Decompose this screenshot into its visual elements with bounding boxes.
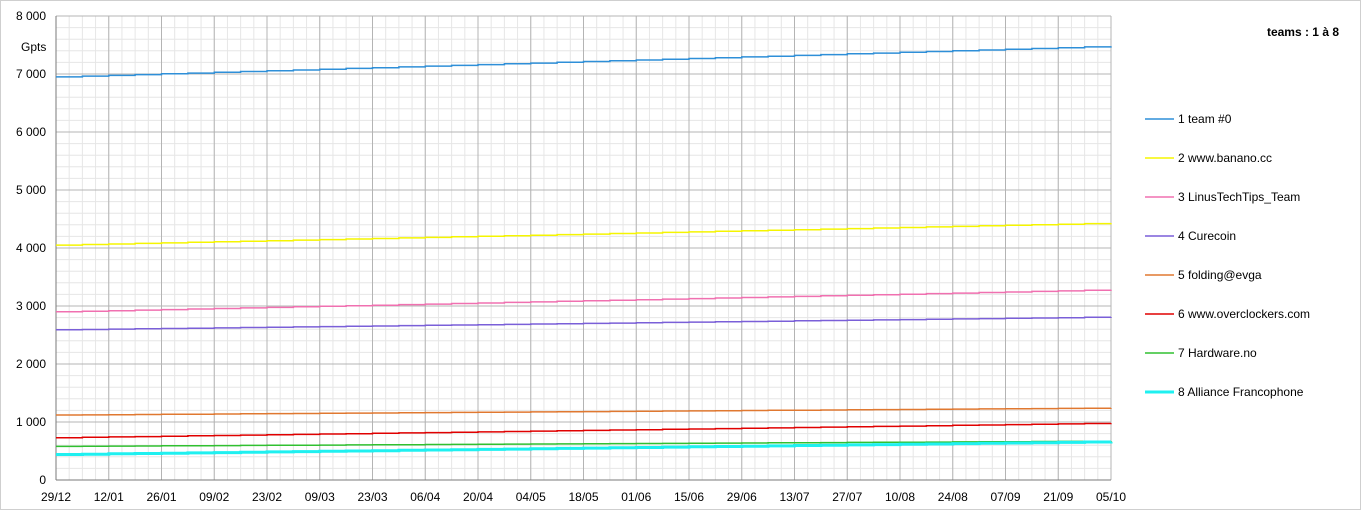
x-tick-label: 13/07 <box>779 490 809 504</box>
series-line <box>56 46 1112 78</box>
x-tick-label: 04/05 <box>516 490 546 504</box>
series-lines <box>56 46 1113 456</box>
x-tick-label: 23/03 <box>357 490 387 504</box>
x-tick-label: 18/05 <box>568 490 598 504</box>
legend-label: 5 folding@evga <box>1178 268 1262 282</box>
x-tick-label: 09/03 <box>305 490 335 504</box>
x-tick-label: 12/01 <box>94 490 124 504</box>
legend: 1 team #0 2 www.banano.cc 3 LinusTechTips_… <box>1145 112 1310 399</box>
x-axis-ticks: 29/12 12/01 26/01 09/02 23/02 09/03 23/03 06/04… <box>41 490 1126 504</box>
x-tick-label: 23/02 <box>252 490 282 504</box>
major-grid <box>55 15 1112 481</box>
chart-title: teams : 1 à 8 <box>1267 25 1339 39</box>
y-tick-label: 7 000 <box>16 67 46 81</box>
series-line <box>56 440 1112 448</box>
y-axis-label: Gpts <box>21 40 46 54</box>
x-tick-label: 29/06 <box>727 490 757 504</box>
y-tick-label: 5 000 <box>16 183 46 197</box>
x-tick-label: 29/12 <box>41 490 71 504</box>
legend-label: 4 Curecoin <box>1178 229 1236 243</box>
y-tick-label: 2 000 <box>16 357 46 371</box>
x-tick-label: 24/08 <box>938 490 968 504</box>
series-line <box>56 289 1112 313</box>
legend-label: 1 team #0 <box>1178 112 1232 126</box>
x-tick-label: 26/01 <box>146 490 176 504</box>
legend-label: 3 LinusTechTips_Team <box>1178 190 1300 204</box>
x-tick-label: 05/10 <box>1096 490 1126 504</box>
axes <box>55 16 1111 481</box>
x-tick-label: 10/08 <box>885 490 915 504</box>
x-tick-label: 01/06 <box>621 490 651 504</box>
x-tick-label: 27/07 <box>832 490 862 504</box>
series-line <box>56 316 1112 331</box>
legend-label: 7 Hardware.no <box>1178 346 1257 360</box>
y-tick-label: 1 000 <box>16 415 46 429</box>
x-tick-label: 15/06 <box>674 490 704 504</box>
y-tick-label: 3 000 <box>16 299 46 313</box>
series-line <box>56 222 1112 246</box>
legend-label: 2 www.banano.cc <box>1178 151 1272 165</box>
y-axis-ticks: 0 1 000 2 000 3 000 4 000 5 000 6 000 7 000 8 00… <box>16 9 46 487</box>
y-tick-label: 8 000 <box>16 9 46 23</box>
legend-label: 8 Alliance Francophone <box>1178 385 1304 399</box>
x-tick-label: 20/04 <box>463 490 493 504</box>
y-tick-label: 4 000 <box>16 241 46 255</box>
legend-label: 6 www.overclockers.com <box>1178 307 1310 321</box>
y-tick-label: 6 000 <box>16 125 46 139</box>
x-tick-label: 21/09 <box>1043 490 1073 504</box>
x-tick-label: 09/02 <box>199 490 229 504</box>
series-line <box>56 407 1112 416</box>
series-line <box>56 440 1113 456</box>
series-line <box>56 422 1112 439</box>
x-tick-label: 07/09 <box>990 490 1020 504</box>
x-tick-label: 06/04 <box>410 490 440 504</box>
y-tick-label: 0 <box>39 473 46 487</box>
